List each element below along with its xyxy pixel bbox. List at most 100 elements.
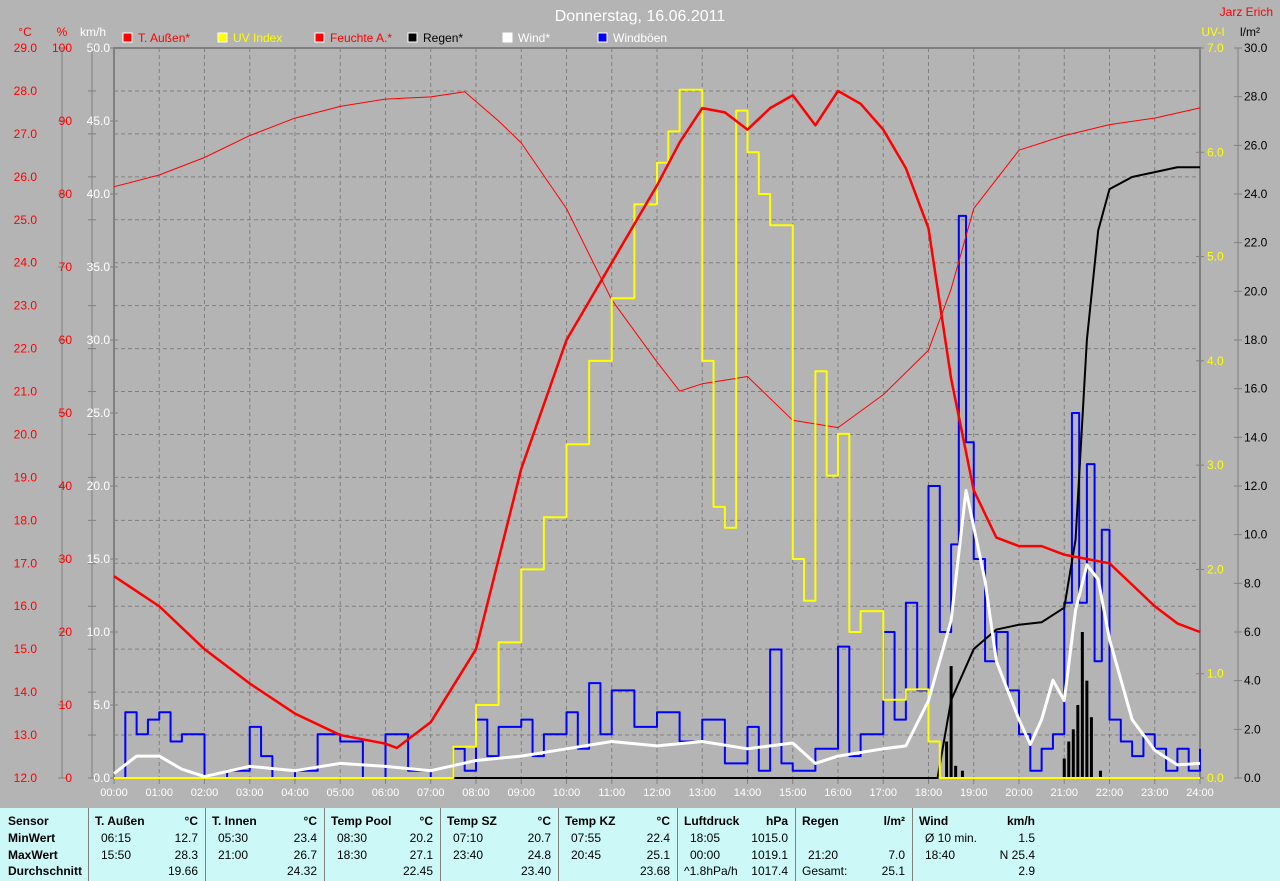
avg-value: 23.68: [639, 864, 670, 878]
wind-tick-label: 5.0: [93, 698, 110, 712]
humidity-tick-label: 80: [59, 187, 73, 201]
max-time: 18:40: [925, 848, 956, 862]
row-label: Sensor: [8, 814, 49, 828]
sensor-name: Luftdruck: [684, 814, 740, 828]
table-column: Temp KZ °C 07:55 22.4 20:45 25.1 23.68: [558, 808, 678, 881]
wind-tick-label: 50.0: [87, 41, 111, 55]
legend-label: Wind*: [518, 31, 550, 45]
temp-tick-label: 13.0: [14, 728, 38, 742]
table-column: Temp SZ °C 07:10 20.7 23:40 24.8 23.40: [440, 808, 559, 881]
humidity-tick-label: 50: [59, 406, 73, 420]
temp-tick-label: 14.0: [14, 685, 38, 699]
rain-bar: [960, 770, 964, 778]
legend-label: Regen*: [423, 31, 463, 45]
min-value: 23.4: [293, 831, 317, 845]
x-tick-label: 15:00: [779, 787, 807, 799]
min-value: 22.4: [646, 831, 670, 845]
wind-tick-label: 30.0: [87, 333, 111, 347]
legend-label: UV Index: [233, 31, 282, 45]
rain-bar: [1076, 705, 1080, 778]
min-value: 12.7: [174, 831, 198, 845]
max-time: 18:30: [337, 848, 368, 862]
rain-bar: [1089, 717, 1093, 778]
temp-tick-label: 18.0: [14, 513, 38, 527]
uv-tick-label: 2.0: [1207, 562, 1224, 576]
max-value: 27.1: [409, 848, 433, 862]
uv-unit-label: UV-I: [1201, 25, 1224, 39]
wind-tick-label: 40.0: [87, 187, 111, 201]
row-label: MinWert: [8, 831, 56, 845]
wind-unit-label: km/h: [80, 25, 106, 39]
author-label: Jarz Erich: [1220, 5, 1273, 19]
humidity-tick-label: 60: [59, 333, 73, 347]
uv-tick-label: 3.0: [1207, 458, 1224, 472]
x-tick-label: 19:00: [960, 787, 988, 799]
legend-swatch: [407, 32, 418, 43]
uv-tick-label: 7.0: [1207, 41, 1224, 55]
x-tick-label: 14:00: [734, 787, 762, 799]
avg-value: 19.66: [167, 864, 198, 878]
max-time: 15:50: [101, 848, 132, 862]
rain-tick-label: 20.0: [1244, 284, 1268, 298]
avg-value: 24.32: [286, 864, 317, 878]
x-tick-label: 00:00: [100, 787, 128, 799]
sensor-name: T. Außen: [95, 814, 145, 828]
rain-tick-label: 16.0: [1244, 382, 1268, 396]
rain-tick-label: 8.0: [1244, 576, 1261, 590]
temp-tick-label: 17.0: [14, 556, 38, 570]
humidity-unit-label: %: [57, 25, 68, 39]
uv-tick-label: 4.0: [1207, 354, 1224, 368]
sensor-name: Temp SZ: [447, 814, 497, 828]
temp-unit-label: °C: [18, 25, 32, 39]
x-tick-label: 11:00: [598, 787, 625, 799]
x-tick-label: 22:00: [1096, 787, 1124, 799]
rain-tick-label: 0.0: [1244, 771, 1261, 785]
temp-tick-label: 12.0: [14, 771, 38, 785]
max-value: 28.3: [174, 848, 198, 862]
wind-tick-label: 15.0: [87, 552, 111, 566]
legend-swatch: [314, 32, 325, 43]
rain-bar: [1071, 729, 1075, 778]
max-time: 21:20: [808, 848, 839, 862]
legend-swatch: [122, 32, 133, 43]
uv-tick-label: 6.0: [1207, 145, 1224, 159]
legend-swatch: [502, 32, 513, 43]
max-value: 7.0: [888, 848, 905, 862]
min-value: 20.7: [527, 831, 551, 845]
temp-tick-label: 15.0: [14, 642, 38, 656]
rain-bar: [1067, 741, 1071, 778]
max-value: 1019.1: [751, 848, 788, 862]
avg-label: Gesamt:: [802, 864, 848, 878]
series-feuchtea-line: [113, 91, 1201, 429]
temp-tick-label: 26.0: [14, 170, 38, 184]
sensor-unit: °C: [184, 814, 198, 828]
rain-bar: [954, 765, 958, 778]
temp-tick-label: 29.0: [14, 41, 38, 55]
max-time: 00:00: [690, 848, 721, 862]
x-tick-label: 05:00: [326, 787, 354, 799]
rain-bar: [1085, 680, 1089, 778]
humidity-tick-label: 10: [59, 698, 73, 712]
sensor-name: Temp Pool: [331, 814, 392, 828]
series-wind-line: [113, 488, 1201, 779]
temp-tick-label: 23.0: [14, 299, 38, 313]
x-tick-label: 13:00: [688, 787, 716, 799]
row-label: MaxWert: [8, 848, 58, 862]
rain-unit-label: l/m²: [1240, 25, 1260, 39]
uv-tick-label: 5.0: [1207, 250, 1224, 264]
temp-tick-label: 25.0: [14, 213, 38, 227]
uv-tick-label: 1.0: [1207, 667, 1224, 681]
max-value: 24.8: [527, 848, 551, 862]
min-time: 07:10: [453, 831, 484, 845]
min-value: 1015.0: [751, 831, 788, 845]
legend-swatch: [597, 32, 608, 43]
wind-tick-label: 0.0: [93, 771, 110, 785]
sensor-unit: °C: [656, 814, 670, 828]
rain-bar: [1062, 758, 1066, 778]
sensor-name: Temp KZ: [565, 814, 616, 828]
wind-tick-label: 20.0: [87, 479, 111, 493]
rain-tick-label: 26.0: [1244, 138, 1268, 152]
temp-tick-label: 16.0: [14, 599, 38, 613]
sensor-unit: °C: [419, 814, 433, 828]
x-tick-label: 18:00: [915, 787, 943, 799]
